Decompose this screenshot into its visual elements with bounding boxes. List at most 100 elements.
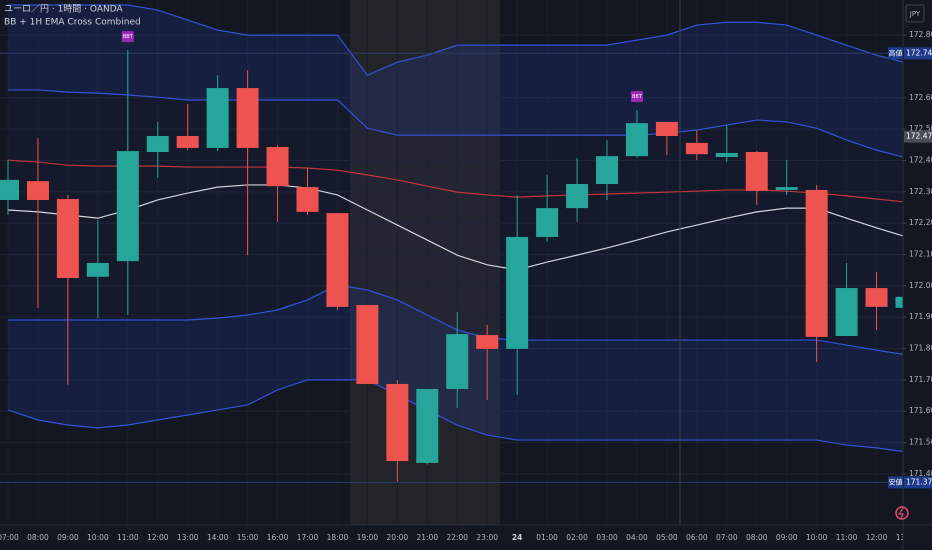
plot-area: BBT BBT — [0, 0, 903, 525]
tv-logo — [895, 506, 909, 520]
signal-label: BBT — [632, 94, 643, 100]
x-tick-label: 24 — [512, 533, 522, 542]
candle-body — [86, 262, 109, 277]
candle-body — [715, 152, 738, 158]
candle-body — [176, 136, 199, 148]
candle-body — [266, 147, 289, 187]
x-tick-label: 12:00 — [866, 533, 888, 542]
price-tag-bg — [888, 476, 903, 489]
x-tick-label: 10:00 — [806, 533, 828, 542]
candle-body — [476, 335, 499, 349]
y-tick-label: 171.800 — [909, 344, 932, 353]
candle-body — [536, 208, 559, 237]
chart-title: ユーロ／円 · 1時間 · OANDA — [4, 4, 123, 15]
candle-body — [685, 142, 708, 155]
candle-body — [296, 187, 319, 212]
candle-body — [775, 187, 798, 190]
price-label: 171.373 — [906, 477, 932, 486]
candle-body — [0, 179, 19, 200]
x-tick-label: 12:00 — [147, 533, 169, 542]
candle-body — [56, 199, 79, 279]
candle-body — [146, 136, 169, 153]
x-tick-label: 13:00 — [896, 533, 918, 542]
y-tick-label: 172.100 — [909, 250, 932, 259]
x-tick-label: 15:00 — [237, 533, 259, 542]
candle-body — [625, 123, 648, 157]
x-tick-label: 07:00 — [0, 533, 19, 542]
axes: 172.800 172.600 172.500 172.400 172.300 172.2… — [0, 30, 932, 542]
x-tick-label: 04:00 — [626, 533, 648, 542]
last-price-label: 172.476 — [906, 132, 932, 141]
candle-body — [506, 236, 529, 349]
x-tick-label: 09:00 — [57, 533, 79, 542]
signal-marker — [630, 91, 643, 103]
y-tick-label: 172.200 — [909, 218, 932, 227]
x-tick-label: 08:00 — [27, 533, 49, 542]
price-label: 172.742 — [906, 48, 932, 57]
candle-body — [805, 189, 828, 337]
indicator-line — [8, 4, 903, 76]
price-label-bg — [904, 476, 932, 489]
candle-body — [206, 88, 229, 148]
x-tick-label: 02:00 — [566, 533, 588, 542]
x-tick-label: 19:00 — [357, 533, 379, 542]
price-tag: 安値 — [889, 477, 903, 486]
indicator-line — [8, 89, 903, 158]
candle-body — [116, 151, 139, 262]
x-tick-label: 11:00 — [836, 533, 858, 542]
x-tick-label: 05:00 — [656, 533, 678, 542]
currency-button[interactable] — [905, 4, 925, 23]
x-tick-label: 13:00 — [177, 533, 199, 542]
candle-body — [835, 288, 858, 336]
candle-body — [386, 383, 409, 462]
price-label-bg — [904, 47, 932, 60]
x-tick-label: 06:00 — [686, 533, 708, 542]
signal-marker — [121, 31, 134, 43]
band-fill — [8, 89, 903, 355]
x-tick-label: 14:00 — [207, 533, 229, 542]
x-tick-label: 08:00 — [746, 533, 768, 542]
x-tick-label: 01:00 — [536, 533, 558, 542]
indicator-line — [7, 184, 903, 271]
x-tick-label: 21:00 — [416, 533, 438, 542]
x-tick-label: 18:00 — [327, 533, 349, 542]
signal-label: BBT — [123, 34, 134, 40]
y-tick-label: 172.000 — [909, 281, 932, 290]
y-tick-label: 172.300 — [909, 187, 932, 196]
candle-body — [655, 121, 678, 137]
y-tick-label: 172.600 — [909, 93, 932, 102]
x-tick-label: 03:00 — [596, 533, 618, 542]
y-tick-label: 171.700 — [909, 375, 932, 384]
indicator-name: BB + 1H EMA Cross Combined — [4, 18, 141, 28]
candle-body — [416, 388, 439, 463]
x-tick-label: 22:00 — [446, 533, 468, 542]
candle-body — [26, 181, 49, 200]
price-tag-bg — [888, 47, 903, 60]
y-tick-label: 171.500 — [909, 438, 932, 447]
candle-body — [236, 88, 259, 148]
y-tick-label: 172.400 — [909, 155, 932, 164]
x-tick-label: 07:00 — [716, 533, 738, 542]
price-tag: 高値 — [889, 48, 903, 57]
indicator-line — [7, 379, 903, 453]
candle-body — [596, 156, 618, 184]
candle-body — [566, 183, 589, 209]
last-price-bg — [904, 130, 932, 143]
x-tick-label: 17:00 — [297, 533, 319, 542]
candle-body — [745, 152, 768, 191]
y-tick-label: 171.600 — [909, 406, 932, 415]
candle-body — [895, 296, 903, 308]
x-tick-label: 23:00 — [476, 533, 498, 542]
band-fill — [8, 5, 903, 158]
x-tick-label: 16:00 — [267, 533, 289, 542]
candle-body — [326, 213, 349, 307]
y-tick-label: 171.900 — [909, 312, 932, 321]
y-tick-label: 172.800 — [909, 30, 932, 39]
x-tick-label: 09:00 — [776, 533, 798, 542]
candle-body — [356, 304, 379, 384]
currency-label[interactable]: JPY — [909, 10, 921, 18]
x-tick-label: 10:00 — [87, 533, 109, 542]
y-tick-label: 171.400 — [909, 469, 932, 478]
candle-body — [446, 334, 469, 389]
